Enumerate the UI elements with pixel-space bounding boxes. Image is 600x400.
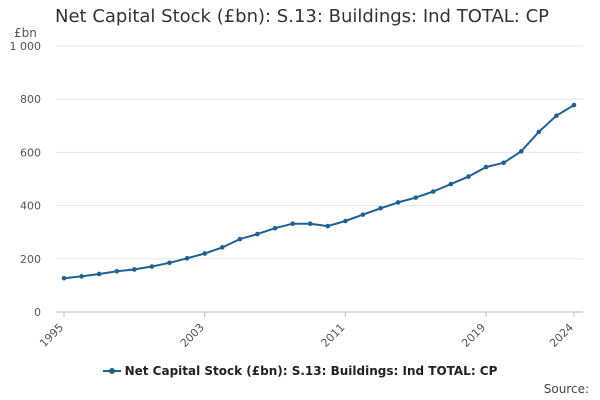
y-tick-label: 200 [20,253,41,266]
data-point [431,189,436,194]
data-point [378,205,383,211]
data-point [501,160,506,166]
data-point [184,255,190,261]
y-axis-unit-label: £bn [14,26,37,40]
data-point [237,236,243,242]
data-point [167,260,172,266]
data-point [413,195,419,200]
data-point [255,231,260,237]
source-label: Source: [543,382,589,396]
y-tick-label: 800 [20,93,41,106]
data-point [466,174,471,179]
data-point [518,149,524,154]
data-point [114,269,120,274]
x-tick-label: 2024 [547,321,576,350]
data-point [554,113,559,118]
data-point [395,200,401,205]
data-point [536,129,542,135]
x-tick-label: 2019 [459,321,488,350]
data-point [290,221,295,226]
data-point [149,264,155,269]
data-point [571,102,577,108]
y-tick-label: 600 [20,146,41,159]
y-tick-label: 400 [20,200,41,213]
legend[interactable]: Net Capital Stock (£bn): S.13: Buildings… [0,364,600,378]
x-tick-label: 2011 [319,321,348,350]
data-point [325,223,331,229]
data-point [448,181,454,187]
data-point [483,164,489,170]
x-tick-label: 2003 [178,321,207,350]
y-tick-label: 0 [34,306,41,319]
legend-line-marker-icon [102,368,121,374]
data-point [79,274,84,279]
data-point [360,212,366,217]
data-point [343,218,348,224]
y-tick-label: 1 000 [10,40,42,53]
data-point [202,251,207,256]
data-point [61,275,67,281]
data-point [132,267,137,272]
data-point [307,221,313,226]
series-line [63,104,575,280]
x-tick-label: 1995 [37,321,66,350]
data-point [272,225,278,231]
legend-label: Net Capital Stock (£bn): S.13: Buildings… [124,364,498,378]
data-point [96,271,102,277]
data-point [219,245,225,250]
chart-title: Net Capital Stock (£bn): S.13: Buildings… [55,6,550,27]
